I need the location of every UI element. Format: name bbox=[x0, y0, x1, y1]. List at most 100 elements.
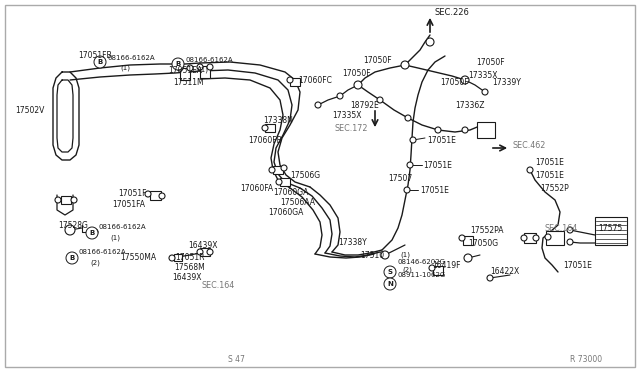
Circle shape bbox=[567, 239, 573, 245]
Text: 16439X: 16439X bbox=[172, 273, 202, 282]
Text: 17506G: 17506G bbox=[290, 170, 320, 180]
Text: 17051FB: 17051FB bbox=[78, 51, 111, 60]
Circle shape bbox=[401, 61, 409, 69]
Circle shape bbox=[276, 179, 282, 185]
Circle shape bbox=[197, 249, 203, 255]
Text: 17060GA: 17060GA bbox=[268, 208, 303, 217]
Text: 17338Y: 17338Y bbox=[338, 237, 367, 247]
Circle shape bbox=[461, 76, 469, 84]
Circle shape bbox=[407, 162, 413, 168]
Bar bbox=[265, 124, 275, 132]
Text: 17050F: 17050F bbox=[363, 55, 392, 64]
Circle shape bbox=[187, 65, 193, 71]
Circle shape bbox=[410, 137, 416, 143]
Text: 17552PA: 17552PA bbox=[470, 225, 504, 234]
Text: S 47: S 47 bbox=[228, 356, 245, 365]
Text: 08911-1062G: 08911-1062G bbox=[398, 272, 446, 278]
Circle shape bbox=[459, 235, 465, 241]
Circle shape bbox=[384, 278, 396, 290]
Circle shape bbox=[435, 127, 441, 133]
Text: 17051E: 17051E bbox=[420, 186, 449, 195]
Text: (1): (1) bbox=[110, 235, 120, 241]
Text: S: S bbox=[387, 269, 392, 275]
Circle shape bbox=[65, 225, 75, 235]
Text: (1): (1) bbox=[198, 67, 208, 73]
Circle shape bbox=[94, 56, 106, 68]
Bar bbox=[524, 233, 536, 243]
Text: 17051F: 17051F bbox=[118, 189, 147, 198]
Circle shape bbox=[429, 265, 435, 271]
Bar bbox=[61, 196, 71, 204]
Text: 17051EA: 17051EA bbox=[168, 65, 202, 74]
FancyBboxPatch shape bbox=[5, 5, 635, 367]
Text: 17060FC: 17060FC bbox=[298, 76, 332, 84]
Text: 17528G: 17528G bbox=[58, 221, 88, 230]
Circle shape bbox=[177, 65, 183, 71]
Text: 17338N: 17338N bbox=[263, 115, 293, 125]
Text: B: B bbox=[90, 230, 95, 236]
Circle shape bbox=[482, 89, 488, 95]
Text: 17051E: 17051E bbox=[423, 160, 452, 170]
Text: 17336Z: 17336Z bbox=[455, 100, 484, 109]
Text: 18792E: 18792E bbox=[350, 100, 379, 109]
Circle shape bbox=[567, 227, 573, 233]
Text: 16422X: 16422X bbox=[490, 267, 519, 276]
Text: 17051E: 17051E bbox=[563, 260, 592, 269]
Text: 17060GA: 17060GA bbox=[273, 187, 308, 196]
Circle shape bbox=[71, 197, 77, 203]
Text: 17568M: 17568M bbox=[174, 263, 205, 273]
Text: 17050F: 17050F bbox=[476, 58, 504, 67]
Circle shape bbox=[315, 102, 321, 108]
Circle shape bbox=[354, 81, 362, 89]
Circle shape bbox=[464, 254, 472, 262]
Circle shape bbox=[86, 227, 98, 239]
Text: (2): (2) bbox=[90, 260, 100, 266]
Bar bbox=[546, 231, 564, 245]
Text: 16419F: 16419F bbox=[432, 260, 461, 269]
Text: 17050F: 17050F bbox=[440, 77, 468, 87]
Circle shape bbox=[426, 38, 434, 46]
Circle shape bbox=[533, 235, 539, 241]
Text: 17506AA: 17506AA bbox=[280, 198, 315, 206]
Text: 17575: 17575 bbox=[598, 224, 622, 232]
Circle shape bbox=[287, 77, 293, 83]
Bar bbox=[174, 253, 182, 260]
Bar bbox=[273, 166, 283, 174]
Text: 17060FA: 17060FA bbox=[240, 183, 273, 192]
Text: 17511M: 17511M bbox=[173, 77, 204, 87]
Text: SEC.164: SEC.164 bbox=[202, 280, 236, 289]
Text: 17339Y: 17339Y bbox=[492, 77, 521, 87]
Bar bbox=[200, 248, 210, 256]
Circle shape bbox=[462, 127, 468, 133]
Circle shape bbox=[207, 249, 213, 255]
Text: (1): (1) bbox=[120, 65, 130, 71]
Text: (2): (2) bbox=[402, 267, 412, 273]
Bar bbox=[433, 266, 443, 275]
Circle shape bbox=[404, 187, 410, 193]
Text: 17051R: 17051R bbox=[175, 253, 205, 263]
Circle shape bbox=[159, 193, 165, 199]
Text: 08166-6162A: 08166-6162A bbox=[185, 57, 232, 63]
Circle shape bbox=[172, 58, 184, 70]
Text: 16439X: 16439X bbox=[188, 241, 218, 250]
Text: SEC.172: SEC.172 bbox=[335, 124, 369, 132]
Text: R 73000: R 73000 bbox=[570, 356, 602, 365]
Circle shape bbox=[55, 197, 61, 203]
Text: 17510: 17510 bbox=[360, 250, 384, 260]
Bar bbox=[150, 190, 161, 199]
Circle shape bbox=[207, 64, 213, 70]
Circle shape bbox=[405, 115, 411, 121]
Text: 08166-6162A: 08166-6162A bbox=[78, 249, 125, 255]
Text: 17550MA: 17550MA bbox=[120, 253, 156, 263]
Text: 17051E: 17051E bbox=[535, 157, 564, 167]
Circle shape bbox=[262, 125, 268, 131]
Text: (1): (1) bbox=[400, 252, 410, 258]
Circle shape bbox=[545, 234, 551, 240]
Bar bbox=[280, 178, 290, 186]
Text: 17552P: 17552P bbox=[540, 183, 569, 192]
Bar bbox=[463, 235, 473, 244]
Circle shape bbox=[269, 167, 275, 173]
Circle shape bbox=[527, 167, 533, 173]
Text: 17335X: 17335X bbox=[468, 71, 497, 80]
Text: 17335X: 17335X bbox=[332, 110, 362, 119]
